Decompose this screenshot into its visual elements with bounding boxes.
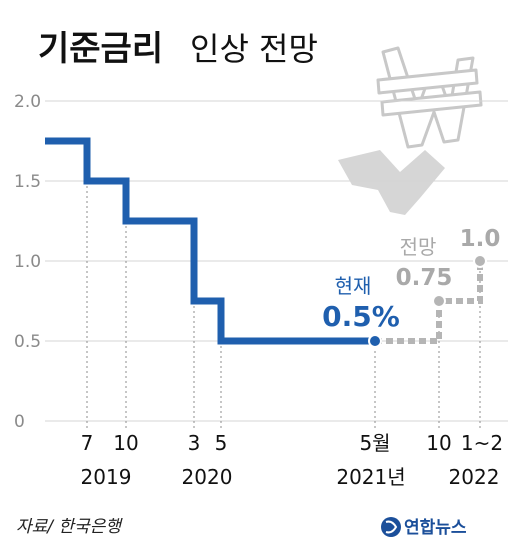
y-tick-label: 0.5 (14, 332, 41, 352)
chart-title-bold: 기준금리 (38, 29, 163, 69)
forecast-value-2-label: 1.0 (460, 226, 501, 252)
x-tick-label: 5 (215, 431, 228, 455)
y-tick-label: 1.0 (14, 252, 41, 272)
x-tick-label: 7 (81, 431, 94, 455)
year-label: 2021년 (336, 465, 405, 489)
forecast-point-1 (432, 294, 446, 308)
yonhap-logo-icon (381, 517, 401, 537)
x-tick-label: 10 (426, 431, 451, 455)
x-tick-label: 10 (113, 431, 138, 455)
current-rate-point (368, 334, 382, 348)
x-tick-label: 3 (188, 431, 201, 455)
year-label: 2019 (81, 465, 132, 489)
source-note: 자료/ 한국은행 (16, 517, 123, 537)
y-tick-label: 2.0 (14, 92, 41, 112)
actual-rate-line (45, 137, 375, 345)
chart-title-rest: 인상 전망 (190, 30, 318, 68)
y-tick-label: 1.5 (14, 172, 41, 192)
y-tick-label: 0 (14, 412, 25, 432)
won-symbol-icon (338, 46, 483, 215)
forecast-value-1-label: 0.75 (396, 265, 453, 291)
current-value-label: 0.5% (322, 300, 400, 333)
yonhap-logo-text: 연합뉴스 (404, 517, 467, 538)
forecast-point-2 (473, 254, 487, 268)
forecast-label: 전망 (400, 235, 437, 259)
x-tick-label: 5월 (359, 431, 390, 455)
x-tick-label: 1~2 (461, 431, 503, 455)
current-label: 현재 (335, 274, 372, 298)
year-label: 2022 (449, 465, 500, 489)
year-label: 2020 (182, 465, 233, 489)
